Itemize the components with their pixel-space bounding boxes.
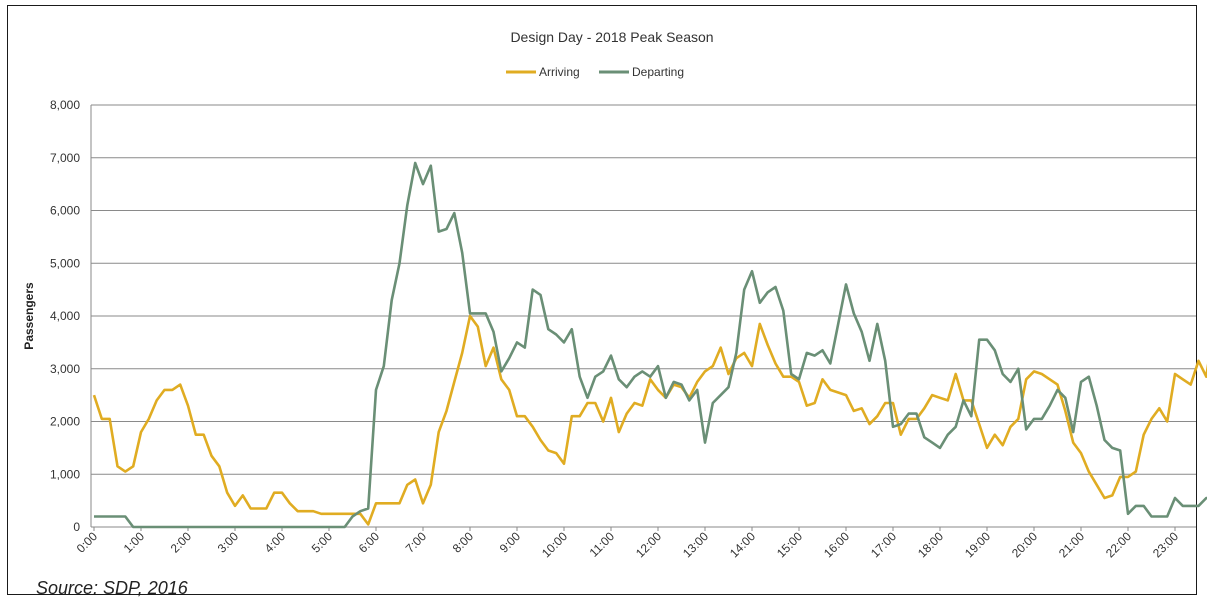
legend-label-arriving: Arriving xyxy=(539,65,580,79)
x-tick-label: 11:00 xyxy=(587,529,618,560)
y-tick-label: 3,000 xyxy=(50,362,80,376)
y-axis-label: Passengers xyxy=(22,282,36,350)
x-tick-label: 13:00 xyxy=(680,529,711,560)
x-tick-label: 12:00 xyxy=(633,529,664,560)
x-tick-label: 3:00 xyxy=(215,529,242,556)
x-tick-label: 19:00 xyxy=(962,529,993,560)
y-tick-label: 1,000 xyxy=(50,467,80,481)
x-tick-label: 5:00 xyxy=(309,529,336,556)
x-tick-label: 17:00 xyxy=(868,529,899,560)
y-tick-label: 7,000 xyxy=(50,151,80,165)
x-tick-label: 7:00 xyxy=(403,529,430,556)
x-tick-label: 9:00 xyxy=(497,529,524,556)
series-lines xyxy=(92,161,1207,529)
x-tick-label: 18:00 xyxy=(915,529,946,560)
series-line-departing xyxy=(94,161,1207,529)
x-tick-label: 8:00 xyxy=(450,529,477,556)
series-line-arriving xyxy=(92,314,1207,526)
chart-title: Design Day - 2018 Peak Season xyxy=(510,29,713,45)
y-tick-labels: 0 1,000 2,000 3,000 4,000 5,000 6,000 7,000 8,00… xyxy=(50,98,80,534)
x-tick-label: 4:00 xyxy=(262,529,289,556)
legend: Arriving Departing xyxy=(506,65,684,79)
source-caption: Source: SDP, 2016 xyxy=(36,578,188,598)
y-tick-label: 6,000 xyxy=(50,204,80,218)
x-tick-label: 20:00 xyxy=(1009,529,1040,560)
x-tick-label: 6:00 xyxy=(356,529,383,556)
chart-frame xyxy=(7,5,1197,595)
x-tick-label: 10:00 xyxy=(539,529,570,560)
legend-label-departing: Departing xyxy=(632,65,684,79)
y-tick-label: 5,000 xyxy=(50,256,80,270)
x-tick-label: 16:00 xyxy=(821,529,852,560)
y-tick-label: 0 xyxy=(73,520,80,534)
x-tick-label: 22:00 xyxy=(1103,529,1134,560)
x-tick-label: 15:00 xyxy=(774,529,805,560)
y-tick-label: 4,000 xyxy=(50,309,80,323)
x-tick-label: 23:00 xyxy=(1150,529,1181,560)
x-tick-label: 2:00 xyxy=(168,529,195,556)
x-tick-label: 1:00 xyxy=(121,529,148,556)
y-tick-label: 2,000 xyxy=(50,415,80,429)
x-tick-label: 21:00 xyxy=(1056,529,1087,560)
x-tick-labels: 0:00 1:00 2:00 3:00 4:00 5:00 6:00 7:00 8:00 9:00… xyxy=(74,529,1182,560)
gridlines xyxy=(90,104,1196,531)
x-tick-label: 14:00 xyxy=(727,529,758,560)
y-tick-label: 8,000 xyxy=(50,98,80,112)
